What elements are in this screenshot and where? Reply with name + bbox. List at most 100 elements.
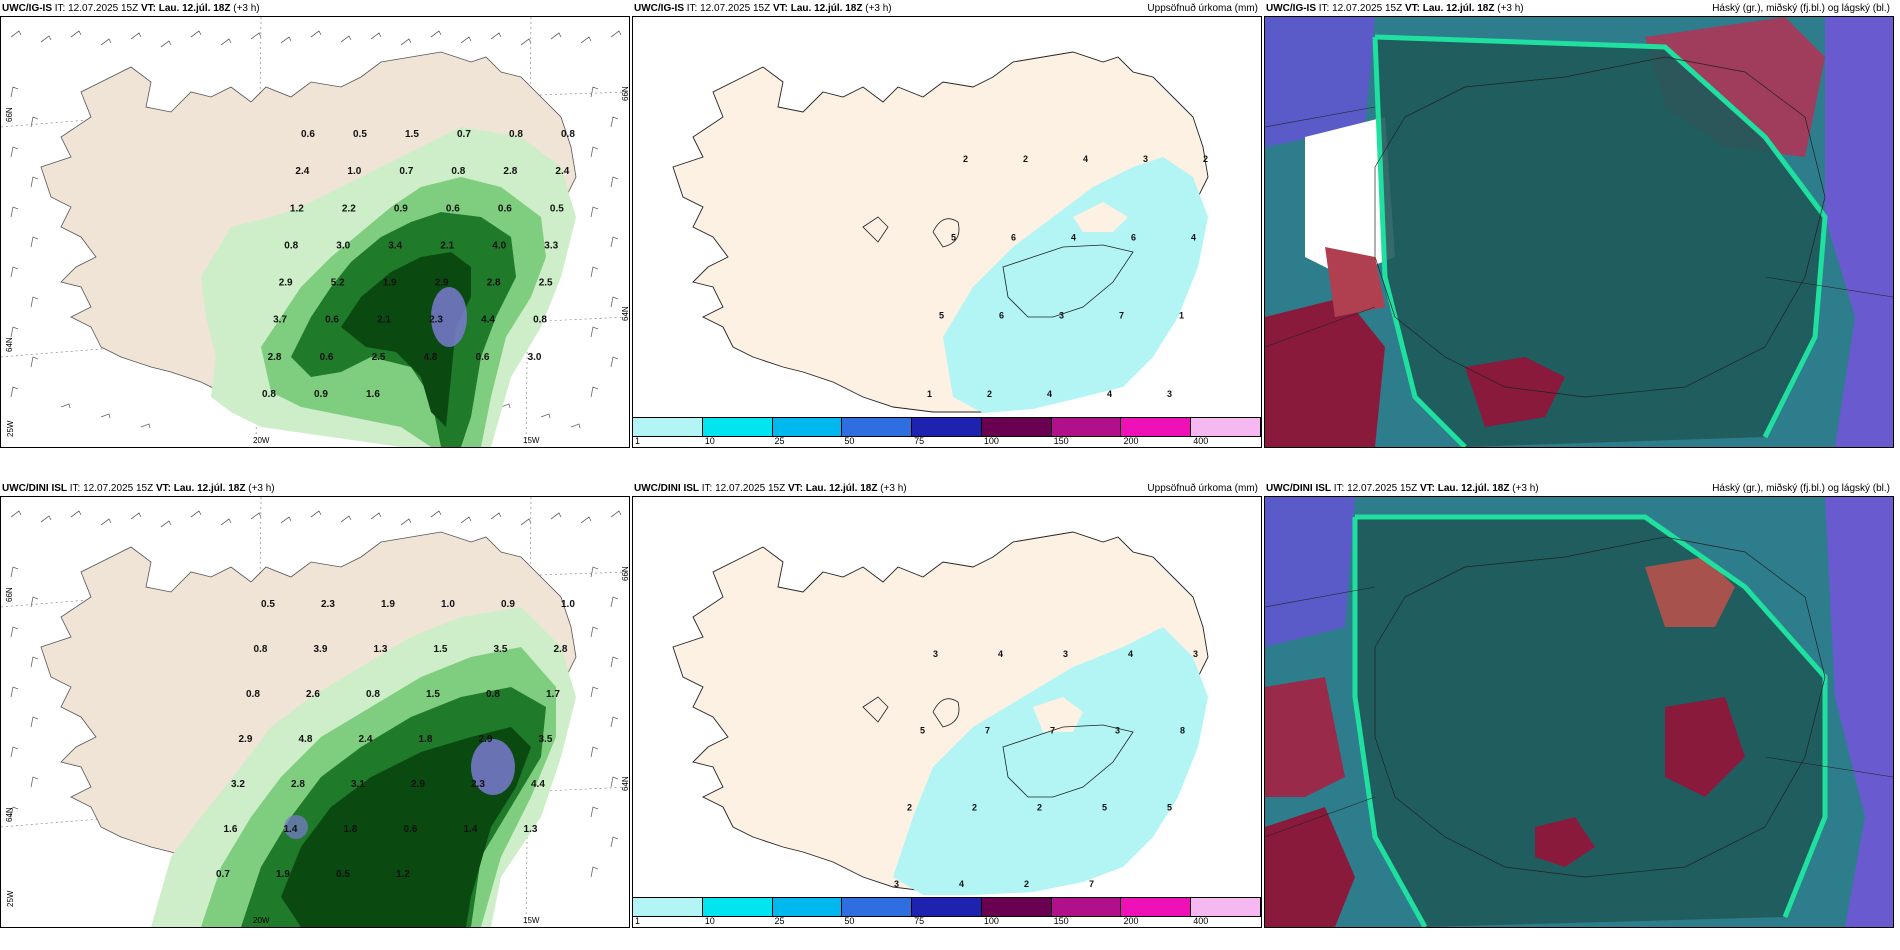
- panel-title: UWC/IG-IS IT: 12.07.2025 15Z VT: Lau. 12…: [1266, 3, 1524, 14]
- value-label: 3.7: [273, 315, 287, 326]
- value-label: 2.1: [440, 240, 454, 251]
- lat-label-64n-right: 64N: [621, 306, 629, 321]
- value-label: 0.5: [336, 869, 350, 880]
- cloud-cover-map: [1265, 17, 1893, 447]
- legend-tick: 10: [704, 436, 715, 446]
- value-label: 4: [959, 879, 964, 889]
- value-label: 5.2: [331, 278, 345, 289]
- value-label: 7: [1089, 879, 1094, 889]
- value-label: 1.5: [426, 689, 440, 700]
- color-legend: 1 10 25 50 75 100 150 200 400: [633, 417, 1261, 447]
- glacier-outline: [1002, 244, 1134, 318]
- legend-swatch: [842, 418, 913, 436]
- value-label: 0.5: [550, 203, 564, 214]
- value-label: 4.4: [531, 779, 545, 790]
- legend-swatch: [772, 418, 843, 436]
- value-label: 3.0: [336, 240, 350, 251]
- panel-clouds-igis: UWC/IG-IS IT: 12.07.2025 15Z VT: Lau. 12…: [1264, 0, 1894, 448]
- accum-precip-map: 3 4 3 4 3 5 7 7 3 8 2 2 2 5 5 3 4 2 7: [672, 531, 1209, 895]
- value-label: 2.9: [411, 779, 425, 790]
- value-label: 1.0: [441, 599, 455, 610]
- precip-max: [431, 287, 467, 347]
- value-label: 1.4: [284, 824, 298, 835]
- legend-tick: 25: [774, 436, 785, 446]
- coordinate-labels: 66N 64N 66N 64N 25W 20W 15W: [5, 566, 629, 925]
- lat-label-64n-right: 64N: [621, 776, 629, 791]
- value-label: 0.8: [262, 389, 276, 400]
- mid-cloud-center: [1665, 697, 1745, 797]
- value-label: 0.5: [353, 129, 367, 140]
- low-cloud-west: [1265, 497, 1355, 647]
- value-label: 2: [972, 802, 977, 812]
- value-label: 2: [1024, 879, 1029, 889]
- value-label: 2.8: [291, 779, 305, 790]
- mid-cloud-south: [1535, 817, 1595, 867]
- value-label: 4.4: [481, 315, 495, 326]
- value-label: 2.3: [471, 779, 485, 790]
- lon-label-15w: 15W: [523, 436, 540, 445]
- map-frame[interactable]: [1264, 496, 1894, 928]
- value-label: 6: [1011, 232, 1016, 242]
- graticule: [1265, 586, 1893, 838]
- value-label: 2.4: [359, 734, 373, 745]
- value-label: 0.8: [284, 240, 298, 251]
- value-label: 0.6: [476, 352, 490, 363]
- lat-label-64n: 64N: [5, 807, 14, 822]
- value-label: 4.0: [492, 240, 506, 251]
- map-frame[interactable]: [1264, 16, 1894, 448]
- accum-gap: [1033, 697, 1083, 732]
- value-label: 0.6: [446, 203, 460, 214]
- panel-wind-precip-dini: UWC/DINI ISL IT: 12.07.2025 15Z VT: Lau.…: [0, 480, 630, 928]
- value-label: 4: [1071, 232, 1076, 242]
- clear-west: [1305, 117, 1395, 277]
- accum-value-labels: 2 2 4 3 25 6 4 6 45 6 3 7 11 2 4 4 3: [927, 154, 1208, 399]
- value-label: 1.9: [276, 869, 290, 880]
- precip-value-labels: 0.6 0.5 1.5 0.7 0.8 0.8 2.4 1.0 0.7 0.8 2.8 2.4 1.2 2…: [262, 129, 575, 400]
- value-label: 7: [985, 726, 990, 736]
- glacier-outline-west: [932, 698, 960, 728]
- value-label: 5: [1102, 802, 1107, 812]
- graticule: [1265, 106, 1893, 348]
- value-label: 4: [1128, 649, 1133, 659]
- map-frame[interactable]: 66N 64N 66N 64N 25W 20W 15W 0.5 2.3 1.9 1.0…: [0, 496, 630, 928]
- value-label: 1.6: [366, 389, 380, 400]
- map-frame[interactable]: 66N 64N 66N 64N 25W 20W 15W 0.6 0.5 1.5 0.7…: [0, 16, 630, 448]
- value-label: 3.5: [494, 644, 508, 655]
- high-cloud-main: [1375, 37, 1825, 447]
- panel-subtitle: Háský (gr.), miðský (fj.bl.) og lágský (…: [1712, 3, 1890, 14]
- value-label: 0.8: [509, 129, 523, 140]
- value-label: 2.5: [372, 352, 386, 363]
- panel-subtitle: Uppsöfnuð úrkoma (mm): [1147, 483, 1258, 494]
- value-label: 4: [1083, 154, 1088, 164]
- value-label: 2.8: [554, 644, 568, 655]
- legend-tick: 400: [1193, 436, 1209, 446]
- mid-cloud-west: [1325, 247, 1385, 317]
- precip-max-2: [284, 815, 308, 839]
- legend-tick: 1: [635, 916, 641, 926]
- panel-accum-precip-igis: UWC/IG-IS IT: 12.07.2025 15Z VT: Lau. 12…: [632, 0, 1262, 448]
- value-label: 1.8: [419, 734, 433, 745]
- value-label: 2.9: [435, 278, 449, 289]
- value-label: 0.6: [320, 352, 334, 363]
- value-label: 1.9: [383, 278, 397, 289]
- legend-swatch: [912, 898, 982, 916]
- legend-swatch: [702, 418, 773, 436]
- value-label: 4: [1107, 389, 1112, 399]
- low-cloud-west: [1265, 17, 1375, 147]
- lat-label-66n: 66N: [5, 107, 14, 122]
- value-label: 2.4: [555, 166, 569, 177]
- lat-label-64n: 64N: [5, 337, 14, 352]
- value-label: 2.3: [321, 599, 335, 610]
- panel-wind-precip-igis: UWC/IG-IS IT: 12.07.2025 15Z VT: Lau. 12…: [0, 0, 630, 448]
- value-label: 1.2: [290, 203, 304, 214]
- legend-tick: 100: [983, 916, 999, 926]
- value-label: 0.7: [216, 869, 230, 880]
- color-legend: 1 10 25 50 75 100 150 200 400: [633, 897, 1261, 927]
- lat-label-66n-right: 66N: [621, 566, 629, 581]
- legend-tick: 75: [914, 436, 925, 446]
- precip-extreme: [281, 727, 531, 927]
- wind-barbs: [10, 510, 622, 878]
- panel-title: UWC/IG-IS IT: 12.07.2025 15Z VT: Lau. 12…: [634, 3, 892, 14]
